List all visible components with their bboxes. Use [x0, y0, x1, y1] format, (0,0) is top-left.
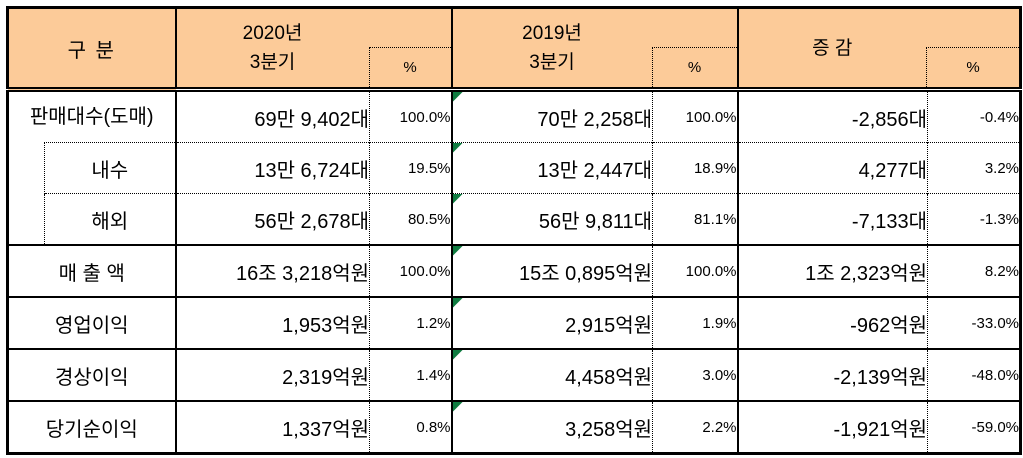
cell-change-pct: -48.0% [927, 348, 1021, 401]
header-group-change: 증 감 % [737, 7, 1021, 92]
cell-change-value: 1조 2,323억원 [737, 244, 929, 297]
cell-2019-value: 4,458억원 [451, 348, 654, 401]
header-2020q3-pct-label: % [368, 47, 451, 87]
cell-change-value: -962억원 [737, 296, 929, 349]
cell-error-indicator-icon [452, 402, 463, 412]
cell-2020-value: 13만 6,724대 [175, 142, 371, 194]
cell-change-value: -7,133대 [737, 193, 929, 245]
cell-change-pct: -59.0% [927, 400, 1021, 454]
cell-2019-value-text: 70만 2,258대 [537, 108, 653, 131]
cell-error-indicator-icon [452, 194, 463, 204]
header-category: 구 분 [7, 7, 177, 92]
cell-change-pct: -0.4% [927, 89, 1021, 143]
cell-2020-pct: 100.0% [369, 89, 453, 143]
header-change-line1: 증 감 [812, 37, 853, 59]
cell-change-pct: -33.0% [927, 296, 1021, 349]
cell-error-indicator-icon [452, 246, 463, 256]
cell-2019-value-text: 4,458억원 [565, 366, 653, 389]
cell-sub-label: 해외 [43, 193, 177, 245]
cell-2019-value: 13만 2,447대 [451, 142, 654, 194]
row-label-text: 영업이익 [54, 314, 129, 337]
row-label-text: 매 출 액 [58, 262, 125, 285]
indent-spacer [7, 142, 45, 194]
header-2019q3-line2: 3분기 [529, 52, 575, 73]
header-change-title: 증 감 [739, 9, 927, 87]
cell-2020-value: 16조 3,218억원 [175, 244, 371, 297]
cell-2019-value: 15조 0,895억원 [451, 244, 654, 297]
cell-change-pct: 3.2% [927, 142, 1021, 194]
header-2020q3-line2: 3분기 [249, 52, 296, 73]
cell-2019-pct: 100.0% [652, 89, 739, 143]
cell-2020-pct: 19.5% [369, 142, 453, 194]
cell-label: 당기순이익 [7, 400, 177, 454]
cell-change-pct: -1.3% [927, 193, 1021, 245]
indent-spacer [7, 193, 45, 245]
table-row-overseas: 해외 56만 2,678대 80.5% 56만 9,811대 81.1% -7,… [7, 193, 1021, 245]
cell-sub-label: 내수 [43, 142, 177, 194]
cell-2020-pct: 100.0% [369, 244, 453, 297]
cell-2020-pct: 0.8% [369, 400, 453, 454]
header-2020q3-line1: 2020년 [242, 23, 303, 44]
cell-label: 영업이익 [7, 296, 177, 349]
cell-2019-value-text: 3,258억원 [565, 418, 653, 441]
cell-2019-value-text: 2,915억원 [565, 314, 653, 337]
header-change-pct-label: % [926, 47, 1020, 87]
cell-error-indicator-icon [452, 143, 463, 153]
cell-error-indicator-icon [452, 92, 463, 102]
cell-change-value: -2,856대 [737, 89, 929, 143]
cell-2019-pct: 2.2% [652, 400, 739, 454]
cell-2020-value: 69만 9,402대 [175, 89, 371, 143]
cell-2019-value-text: 15조 0,895억원 [518, 262, 653, 285]
cell-2019-pct: 18.9% [652, 142, 739, 194]
quarterly-results-table: 구 분 2020년 3분기 % 2019년 3분기 % [6, 6, 1023, 455]
cell-2019-value-text: 13만 2,447대 [537, 159, 653, 182]
header-group-2020q3: 2020년 3분기 % [175, 7, 453, 92]
cell-2020-pct: 1.2% [369, 296, 453, 349]
header-2019q3-pct-label: % [651, 47, 737, 87]
cell-2019-value-text: 56만 9,811대 [538, 210, 653, 233]
table-row-domestic: 내수 13만 6,724대 19.5% 13만 2,447대 18.9% 4,2… [7, 142, 1021, 194]
cell-2020-value: 1,953억원 [175, 296, 371, 349]
header-group-2019q3: 2019년 3분기 % [451, 7, 739, 92]
cell-2020-value: 2,319억원 [175, 348, 371, 401]
row-label-text: 판매대수(도매) [29, 105, 154, 128]
cell-2019-pct: 3.0% [652, 348, 739, 401]
table-row-net-profit: 당기순이익 1,337억원 0.8% 3,258억원 2.2% -1,921억원… [7, 400, 1021, 454]
cell-2019-pct: 81.1% [652, 193, 739, 245]
cell-change-value: 4,277대 [737, 142, 929, 194]
header-2019q3-title: 2019년 3분기 [453, 9, 652, 87]
cell-label: 판매대수(도매) [7, 89, 177, 143]
header-2019q3-line1: 2019년 [522, 23, 582, 44]
cell-2020-pct: 80.5% [369, 193, 453, 245]
cell-2019-value: 3,258억원 [451, 400, 654, 454]
cell-2020-value: 1,337억원 [175, 400, 371, 454]
cell-2019-value: 2,915억원 [451, 296, 654, 349]
cell-label: 매 출 액 [7, 244, 177, 297]
cell-change-value: -1,921억원 [737, 400, 929, 454]
table-row-sales-volume: 판매대수(도매) 69만 9,402대 100.0% 70만 2,258대 10… [7, 89, 1021, 143]
cell-error-indicator-icon [452, 298, 463, 308]
cell-change-value: -2,139억원 [737, 348, 929, 401]
cell-2019-value: 56만 9,811대 [451, 193, 654, 245]
cell-2020-pct: 1.4% [369, 348, 453, 401]
cell-2020-value: 56만 2,678대 [175, 193, 371, 245]
header-2020q3-title: 2020년 3분기 [177, 9, 369, 87]
cell-2019-pct: 100.0% [652, 244, 739, 297]
row-label-text: 경상이익 [54, 366, 129, 389]
cell-error-indicator-icon [452, 350, 463, 360]
table-row-ordinary-profit: 경상이익 2,319억원 1.4% 4,458억원 3.0% -2,139억원 … [7, 348, 1021, 401]
table-row-operating-profit: 영업이익 1,953억원 1.2% 2,915억원 1.9% -962억원 -3… [7, 296, 1021, 349]
cell-change-pct: 8.2% [927, 244, 1021, 297]
row-label-text: 당기순이익 [45, 418, 138, 441]
cell-2019-pct: 1.9% [652, 296, 739, 349]
table-row-revenue: 매 출 액 16조 3,218억원 100.0% 15조 0,895억원 100… [7, 244, 1021, 297]
cell-label: 경상이익 [7, 348, 177, 401]
cell-2019-value: 70만 2,258대 [451, 89, 654, 143]
table-header-row: 구 분 2020년 3분기 % 2019년 3분기 % [7, 7, 1021, 92]
